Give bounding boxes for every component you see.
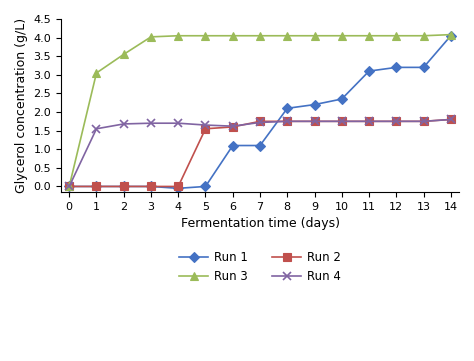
Run 3 <box>203 34 209 38</box>
Run 2 <box>94 184 100 189</box>
Run 3 <box>66 184 72 189</box>
Run 1 <box>203 184 209 189</box>
Run 3 <box>421 34 427 38</box>
Run 3 <box>312 34 318 38</box>
X-axis label: Fermentation time (days): Fermentation time (days) <box>181 217 339 230</box>
Run 3 <box>121 52 127 57</box>
Run 2 <box>312 119 318 123</box>
Run 4 <box>257 120 263 125</box>
Run 2 <box>175 184 181 189</box>
Run 1 <box>121 184 127 189</box>
Y-axis label: Glycerol concentration (g/L): Glycerol concentration (g/L) <box>15 18 28 193</box>
Run 2 <box>257 119 263 123</box>
Legend: Run 1, Run 3, Run 2, Run 4: Run 1, Run 3, Run 2, Run 4 <box>174 247 346 288</box>
Run 3 <box>230 34 236 38</box>
Run 4 <box>312 119 318 123</box>
Run 3 <box>339 34 345 38</box>
Line: Run 4: Run 4 <box>65 115 455 191</box>
Run 2 <box>366 119 372 123</box>
Run 2 <box>393 119 399 123</box>
Line: Run 1: Run 1 <box>66 32 454 192</box>
Run 1 <box>257 143 263 148</box>
Line: Run 3: Run 3 <box>65 30 455 191</box>
Run 4 <box>230 124 236 129</box>
Run 2 <box>230 125 236 129</box>
Run 2 <box>148 184 154 189</box>
Run 1 <box>339 97 345 101</box>
Run 1 <box>421 65 427 70</box>
Run 1 <box>230 143 236 148</box>
Run 4 <box>94 127 100 131</box>
Run 4 <box>175 121 181 125</box>
Run 3 <box>448 32 454 37</box>
Run 1 <box>366 69 372 73</box>
Run 4 <box>393 119 399 123</box>
Run 2 <box>203 127 209 131</box>
Run 2 <box>121 184 127 189</box>
Run 2 <box>66 184 72 189</box>
Line: Run 2: Run 2 <box>65 116 455 190</box>
Run 3 <box>393 34 399 38</box>
Run 2 <box>284 119 290 123</box>
Run 1 <box>284 106 290 110</box>
Run 3 <box>175 34 181 38</box>
Run 3 <box>366 34 372 38</box>
Run 1 <box>94 184 100 189</box>
Run 4 <box>366 119 372 123</box>
Run 4 <box>448 117 454 122</box>
Run 2 <box>421 119 427 123</box>
Run 3 <box>284 34 290 38</box>
Run 1 <box>66 184 72 189</box>
Run 4 <box>284 119 290 123</box>
Run 1 <box>393 65 399 70</box>
Run 4 <box>203 123 209 127</box>
Run 2 <box>448 117 454 122</box>
Run 3 <box>94 71 100 75</box>
Run 4 <box>121 122 127 126</box>
Run 1 <box>312 103 318 107</box>
Run 1 <box>175 186 181 191</box>
Run 1 <box>448 34 454 38</box>
Run 4 <box>421 119 427 123</box>
Run 4 <box>66 184 72 189</box>
Run 3 <box>148 35 154 39</box>
Run 2 <box>339 119 345 123</box>
Run 3 <box>257 34 263 38</box>
Run 4 <box>148 121 154 125</box>
Run 1 <box>148 184 154 189</box>
Run 4 <box>339 119 345 123</box>
